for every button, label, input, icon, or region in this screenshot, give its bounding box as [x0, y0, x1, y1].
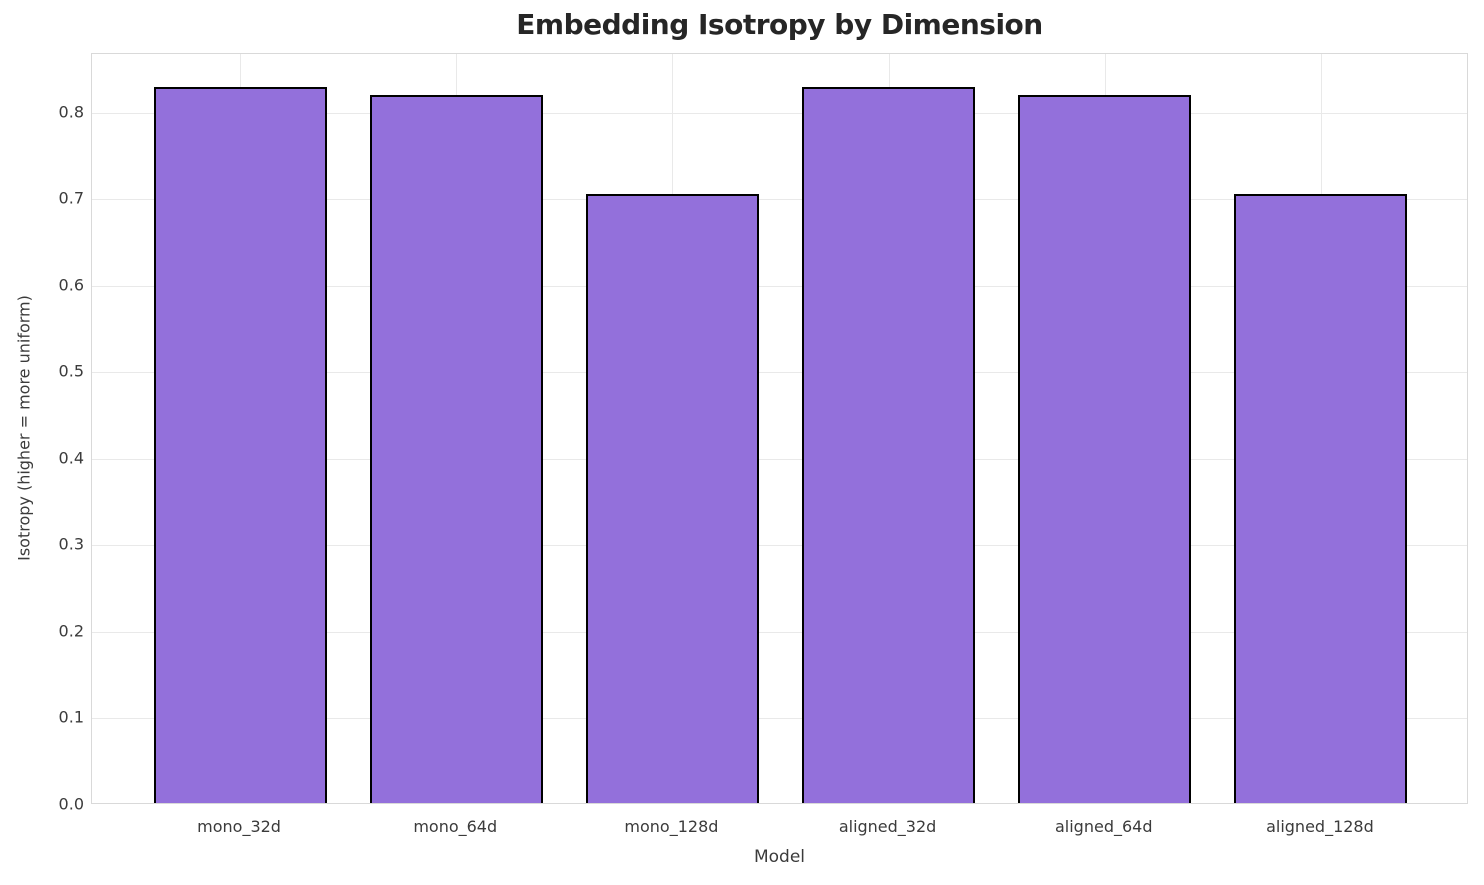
- bar-aligned_128d: [1234, 193, 1408, 803]
- gridline-horizontal: [92, 718, 1467, 720]
- bar-mono_64d: [369, 95, 543, 803]
- y-tick-label: 0.7: [58, 188, 84, 208]
- x-tick-label: aligned_128d: [1266, 817, 1374, 836]
- x-tick-label: mono_128d: [624, 817, 719, 836]
- y-tick-label: 0.0: [58, 794, 84, 814]
- y-tick-label: 0.6: [58, 275, 84, 295]
- bar-aligned_64d: [1018, 95, 1192, 803]
- x-tick-label: mono_32d: [197, 817, 281, 836]
- gridline-horizontal: [92, 372, 1467, 374]
- chart-title: Embedding Isotropy by Dimension: [516, 8, 1043, 41]
- plot-area: [91, 53, 1468, 804]
- x-tick-label: mono_64d: [413, 817, 498, 836]
- y-tick-label: 0.4: [58, 448, 84, 468]
- bar-mono_128d: [585, 193, 759, 803]
- gridline-horizontal: [92, 199, 1467, 201]
- x-tick-label: aligned_64d: [1054, 817, 1153, 836]
- y-tick-label: 0.3: [58, 534, 84, 554]
- y-tick-label: 0.8: [58, 102, 84, 122]
- bar-mono_32d: [153, 87, 327, 803]
- x-tick-label: aligned_32d: [838, 817, 937, 836]
- y-tick-label: 0.2: [58, 621, 84, 641]
- gridline-horizontal: [92, 112, 1467, 114]
- y-tick-label: 0.5: [58, 361, 84, 381]
- gridline-horizontal: [92, 545, 1467, 547]
- x-axis-label: Model: [753, 847, 806, 867]
- gridline-horizontal: [92, 285, 1467, 287]
- bar-aligned_32d: [802, 87, 976, 803]
- gridline-horizontal: [92, 631, 1467, 633]
- y-tick-label: 0.1: [58, 707, 84, 727]
- y-axis-label: Isotropy (higher = more uniform): [14, 295, 34, 561]
- gridline-horizontal: [92, 458, 1467, 460]
